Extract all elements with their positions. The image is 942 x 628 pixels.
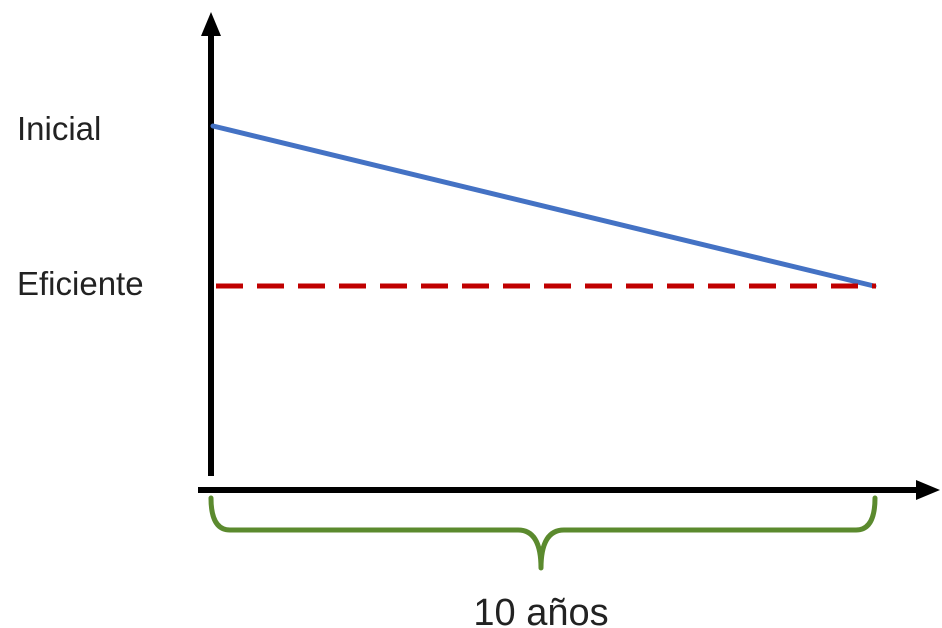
initial-to-efficient-line — [210, 123, 877, 289]
time-span-brace — [208, 495, 878, 571]
efficient-label: Eficiente — [17, 265, 144, 302]
y-axis-arrowhead — [201, 12, 221, 36]
initial-label: Inicial — [17, 110, 101, 147]
x-axis-arrowhead — [916, 480, 940, 500]
time-span-label: 10 años — [473, 592, 608, 628]
